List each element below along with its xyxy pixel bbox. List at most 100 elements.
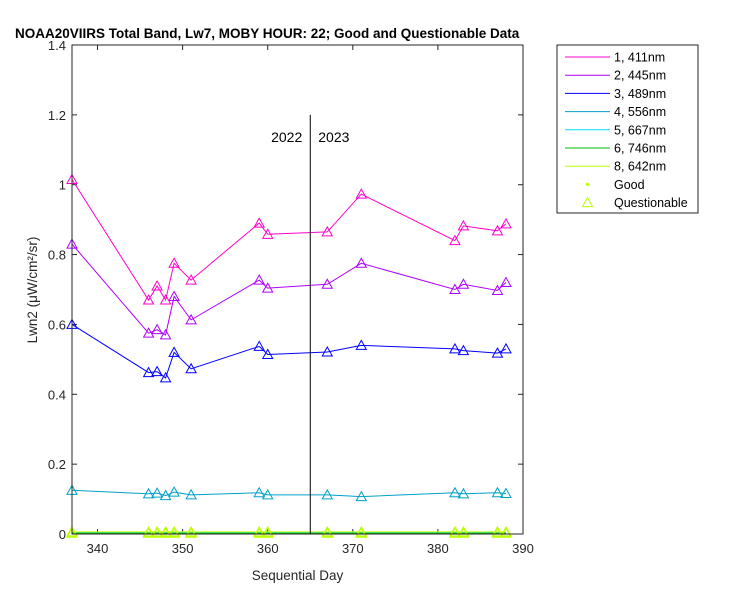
series-4	[66, 484, 512, 502]
y-tick-label: 0.8	[48, 248, 66, 263]
data-point-marker	[168, 346, 180, 357]
data-point-marker	[159, 371, 172, 383]
series-line	[71, 489, 507, 498]
legend-label: 8, 642nm	[614, 160, 666, 174]
data-point-marker	[449, 486, 461, 498]
data-point-marker	[253, 527, 266, 538]
data-point-marker	[449, 527, 461, 538]
legend-box	[556, 44, 699, 214]
x-tick-label: 340	[87, 541, 109, 556]
data-point-marker	[185, 313, 197, 325]
data-point-marker	[151, 525, 163, 537]
data-point-marker	[253, 340, 266, 351]
data-point-marker	[151, 279, 163, 291]
data-point-marker	[491, 486, 504, 498]
legend-label: 1, 411nm	[614, 51, 665, 65]
data-point-marker	[457, 527, 470, 538]
x-tick-label: 350	[172, 541, 194, 556]
data-point-marker	[449, 283, 461, 294]
data-point-marker	[491, 525, 504, 537]
year-label-2022: 2022	[271, 129, 302, 145]
data-point-marker	[142, 527, 155, 538]
data-point-marker	[355, 257, 368, 268]
data-point-marker	[159, 489, 172, 501]
data-point-marker	[168, 290, 180, 301]
data-point-marker	[159, 525, 172, 537]
data-point-marker	[321, 345, 334, 357]
good-marker-icon	[585, 182, 590, 186]
data-point-marker	[142, 366, 155, 378]
data-point-marker	[168, 527, 180, 538]
series-line	[71, 179, 507, 302]
data-point-marker	[500, 276, 512, 288]
y-tick-label: 1.4	[48, 38, 66, 53]
data-point-marker	[449, 525, 461, 537]
data-point-marker	[253, 217, 266, 228]
data-point-marker	[142, 293, 155, 305]
data-point-marker	[185, 274, 197, 285]
plot-area	[72, 45, 523, 534]
y-axis-label: Lwn2 (μW/cm²/sr)	[25, 237, 40, 344]
legend-item: 6, 746nm	[565, 142, 666, 156]
data-point-marker	[449, 342, 461, 354]
data-point-marker	[142, 487, 155, 499]
y-tick-label: 0.6	[48, 317, 66, 332]
legend-label: 5, 667nm	[614, 123, 666, 137]
data-point-marker	[142, 525, 155, 537]
data-point-marker	[151, 487, 163, 498]
legend-item: 4, 556nm	[565, 105, 666, 119]
data-point-marker	[500, 217, 512, 229]
data-point-marker	[66, 527, 78, 538]
plot-frame	[71, 44, 524, 535]
data-point-marker	[261, 228, 274, 239]
data-point-marker	[500, 487, 512, 498]
data-point-marker	[151, 365, 163, 377]
data-point-marker	[355, 525, 368, 537]
data-point-marker	[185, 362, 197, 374]
data-point-marker	[491, 284, 504, 296]
data-point-marker	[355, 490, 368, 502]
series-6	[66, 527, 512, 538]
data-point-marker	[168, 257, 180, 268]
year-label-2023: 2023	[318, 129, 349, 145]
data-point-marker	[66, 525, 78, 537]
data-point-marker	[159, 328, 172, 340]
y-tick-label: 0	[59, 527, 66, 542]
x-tick-label: 380	[427, 541, 449, 556]
series-7	[66, 525, 512, 537]
data-point-marker	[449, 234, 461, 246]
y-tick-label: 1.2	[48, 108, 66, 123]
data-point-marker	[491, 347, 504, 358]
data-point-marker	[500, 342, 512, 354]
series-1	[66, 173, 512, 305]
data-point-marker	[321, 525, 334, 537]
data-point-marker	[321, 225, 334, 237]
data-point-marker	[261, 527, 274, 538]
data-point-marker	[457, 278, 470, 289]
legend-label: 2, 445nm	[614, 69, 666, 83]
x-axis-label: Sequential Day	[252, 568, 344, 583]
y-tick-label: 0.2	[48, 457, 66, 472]
data-point-marker	[321, 527, 334, 538]
legend-label: 4, 556nm	[614, 105, 666, 119]
data-point-marker	[491, 527, 504, 538]
legend-item: 8, 642nm	[565, 160, 666, 174]
legend-item: Questionable	[581, 196, 688, 210]
legend-item: 1, 411nm	[565, 51, 665, 65]
data-point-marker	[185, 488, 197, 500]
data-point-marker	[457, 344, 470, 356]
legend-label: Good	[614, 178, 645, 192]
data-point-marker	[261, 282, 274, 293]
data-point-marker	[261, 348, 274, 359]
data-point-marker	[142, 327, 155, 338]
series-3	[66, 318, 512, 383]
data-point-marker	[457, 525, 470, 537]
data-point-marker	[159, 293, 172, 305]
x-tick-label: 360	[257, 541, 279, 556]
data-point-marker	[457, 487, 470, 499]
legend-item: 2, 445nm	[565, 69, 666, 83]
legend-item: 5, 667nm	[565, 123, 666, 137]
data-point-marker	[253, 486, 266, 498]
y-tick-label: 0.4	[48, 387, 66, 402]
